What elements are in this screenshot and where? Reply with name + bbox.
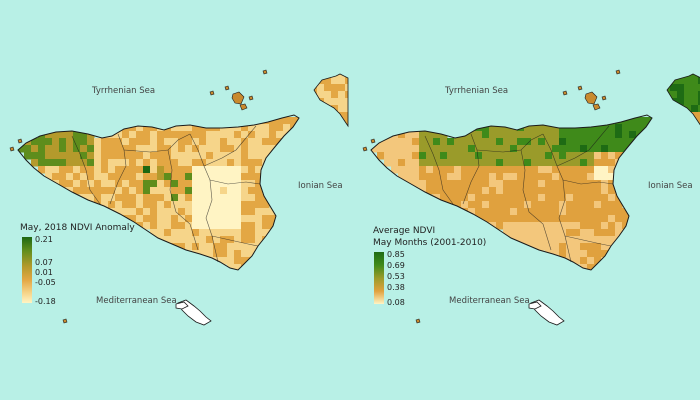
right-tyrrhenian-sea-label: Tyrrhenian Sea — [445, 86, 509, 96]
right-legend-subtitle: May Months (2001-2010) — [373, 238, 487, 248]
aeolian-island — [615, 69, 621, 75]
province-border — [462, 133, 480, 205]
right-legend-colorbar — [374, 252, 384, 304]
left-map-panel — [9, 69, 349, 326]
left-mediterranean-sea-label: Mediterranean Sea — [96, 296, 177, 306]
province-border — [556, 125, 610, 167]
right-legend-tick: 0.69 — [387, 261, 405, 270]
province-border — [211, 235, 259, 247]
aeolian-island — [577, 85, 583, 91]
left-legend-tick: -0.05 — [35, 278, 56, 287]
aeolian-island — [562, 90, 568, 96]
province-border — [71, 135, 101, 205]
province-border — [205, 179, 219, 263]
province-border — [558, 179, 572, 263]
gozo-island — [528, 301, 542, 310]
province-border — [167, 149, 199, 251]
aeolian-island — [584, 91, 598, 105]
province-border — [424, 135, 454, 205]
calabria-raster — [667, 74, 700, 126]
right-ionian-sea-label: Ionian Sea — [648, 181, 693, 191]
aeolian-island — [209, 90, 215, 96]
aeolian-island — [62, 318, 68, 324]
aeolian-island — [9, 146, 15, 152]
province-border — [209, 179, 261, 185]
right-legend-tick: 0.53 — [387, 272, 405, 281]
right-map-panel — [362, 69, 700, 326]
left-legend-title: May, 2018 NDVI Anomaly — [20, 223, 135, 233]
gozo-island — [175, 301, 189, 310]
left-legend-tick: 0.01 — [35, 268, 53, 277]
province-border — [203, 125, 257, 167]
aeolian-island — [224, 85, 230, 91]
calabria-coastline — [313, 73, 349, 128]
right-legend-tick: 0.38 — [387, 283, 405, 292]
left-legend-colorbar — [22, 237, 32, 303]
aeolian-island — [362, 146, 368, 152]
sicily-coastline — [370, 114, 653, 271]
right-legend-tick: 0.08 — [387, 298, 405, 307]
province-border — [189, 133, 211, 181]
province-border — [564, 235, 612, 247]
aeolian-island — [231, 91, 245, 105]
left-tyrrhenian-sea-label: Tyrrhenian Sea — [92, 86, 156, 96]
left-ionian-sea-label: Ionian Sea — [298, 181, 343, 191]
aeolian-island — [370, 138, 376, 144]
aeolian-island — [248, 95, 254, 101]
calabria-raster — [314, 74, 348, 126]
aeolian-island — [415, 318, 421, 324]
aeolian-island — [601, 95, 607, 101]
right-legend-tick: 0.85 — [387, 250, 405, 259]
sicily-coastline — [17, 114, 300, 271]
aeolian-island — [239, 103, 248, 111]
right-legend-title: Average NDVI — [373, 226, 436, 236]
aeolian-island — [262, 69, 268, 75]
province-border — [562, 179, 614, 185]
left-legend-tick: -0.18 — [35, 297, 56, 306]
province-border — [109, 133, 127, 205]
ndvi-raster — [18, 117, 299, 270]
calabria-coastline — [666, 73, 700, 126]
province-border — [542, 133, 564, 181]
ndvi-raster — [371, 117, 652, 270]
province-border — [520, 149, 552, 251]
aeolian-island — [592, 103, 601, 111]
left-legend-tick: 0.21 — [35, 235, 53, 244]
left-legend-tick: 0.07 — [35, 258, 53, 267]
aeolian-island — [17, 138, 23, 144]
right-mediterranean-sea-label: Mediterranean Sea — [449, 296, 530, 306]
